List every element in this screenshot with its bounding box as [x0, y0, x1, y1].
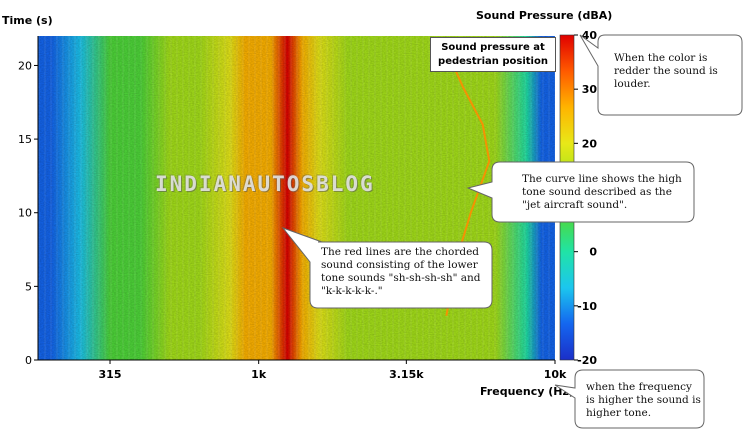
callout-color-bubble	[579, 34, 743, 116]
plot-caption-line1: Sound pressure at	[441, 42, 545, 53]
x-tick-label: 10k	[544, 368, 567, 381]
colorbar-tick-label: 30	[582, 83, 598, 96]
colorbar-tick-label: 0	[589, 246, 597, 259]
y-tick-label: 0	[25, 354, 32, 367]
y-axis-title: Time (s)	[2, 14, 53, 27]
y-tick-label: 10	[18, 207, 32, 220]
colorbar-title: Sound Pressure (dBA)	[476, 9, 613, 22]
y-tick-label: 20	[18, 59, 32, 72]
callout-redlines-text: The red lines are the chorded sound cons…	[321, 246, 481, 298]
colorbar-tick-label: -20	[577, 354, 597, 367]
watermark: IndianAutosBlog	[155, 172, 375, 196]
y-tick-label: 15	[18, 133, 32, 146]
plot-caption-line2: pedestrian position	[438, 55, 548, 67]
plot-caption-box: Sound pressure at pedestrian position	[430, 37, 556, 72]
x-tick-label: 3.15k	[389, 368, 424, 381]
callout-curve-bubble	[466, 161, 695, 223]
colorbar-tick-label: -10	[577, 300, 597, 313]
x-tick-label: 1k	[251, 368, 267, 381]
callout-redlines-bubble	[281, 226, 493, 309]
callout-frequency-text: when the frequency is higher the sound i…	[586, 381, 701, 420]
callout-color-text: When the color is redder the sound is lo…	[614, 52, 718, 91]
x-tick-label: 315	[99, 368, 122, 381]
callout-frequency-bubble	[554, 369, 705, 429]
y-tick-label: 5	[25, 280, 32, 293]
callout-curve-text: The curve line shows the high tone sound…	[522, 173, 682, 212]
colorbar-tick-label: 20	[582, 137, 598, 150]
x-axis-title: Frequency (Hz)	[480, 385, 574, 398]
